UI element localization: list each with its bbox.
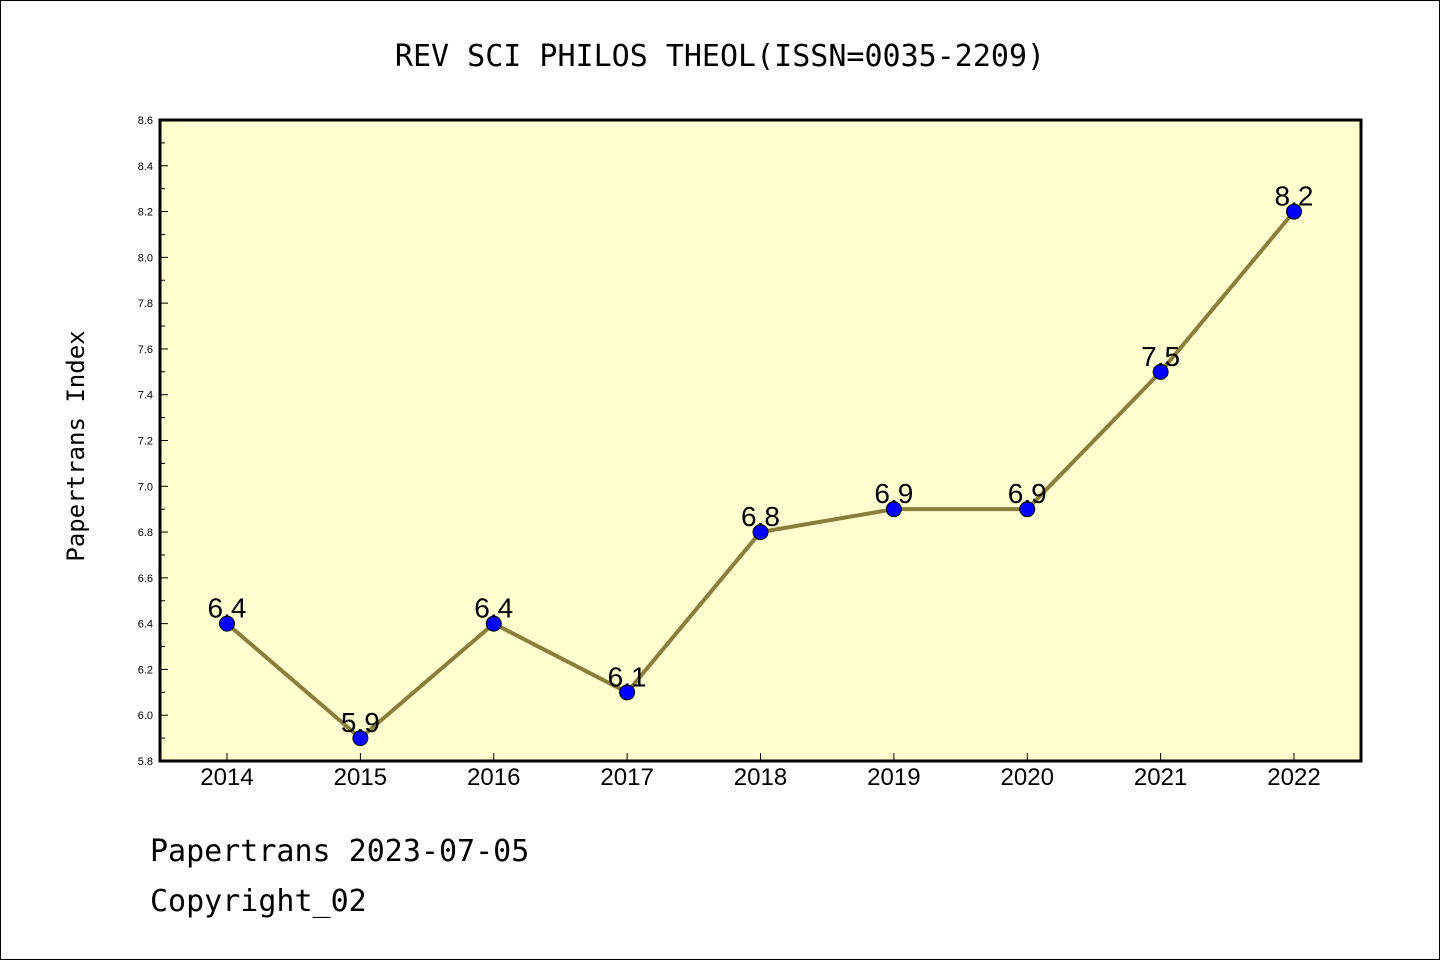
data-point: [1019, 501, 1036, 518]
x-tick-label: 2015: [334, 764, 387, 791]
y-tick-label: 5.8: [138, 756, 153, 768]
data-label: 6.4: [474, 593, 513, 624]
data-label: 6.9: [1008, 478, 1047, 509]
y-tick-label: 8.6: [138, 115, 153, 127]
data-label: 6.9: [874, 478, 913, 509]
x-tick-label: 2016: [467, 764, 520, 791]
x-tick-label: 2019: [867, 764, 920, 791]
y-tick-label: 7.2: [138, 436, 153, 448]
x-tick-label: 2017: [600, 764, 653, 791]
data-point: [752, 524, 769, 541]
data-point: [485, 615, 502, 632]
chart-title: REV SCI PHILOS THEOL(ISSN=0035-2209): [395, 39, 1045, 74]
data-label: 6.4: [208, 593, 247, 624]
y-tick-label: 8.0: [138, 252, 153, 264]
data-label: 6.8: [741, 501, 780, 532]
y-tick-label: 6.6: [138, 573, 153, 585]
y-tick-label: 6.8: [138, 527, 153, 539]
data-point: [1286, 203, 1302, 220]
plot-border: [158, 118, 1363, 763]
y-tick-label: 7.0: [138, 481, 153, 493]
footer-copyright: Copyright_02: [150, 884, 367, 919]
y-tick-label: 6.0: [138, 710, 153, 722]
data-label: 8.2: [1275, 181, 1314, 212]
series-group: [219, 203, 1302, 747]
y-tick-label: 8.4: [138, 161, 153, 173]
x-tick-label: 2020: [1001, 764, 1054, 791]
data-point: [619, 684, 636, 701]
data-point: [352, 730, 369, 747]
data-labels: 6.4 5.9 6.4 6.1 6.8 6.9 6.9 7.5 8.2: [208, 181, 1314, 739]
data-label: 6.1: [608, 661, 647, 692]
data-point: [1152, 363, 1169, 380]
y-tick-label: 7.6: [138, 344, 153, 356]
footer-date: Papertrans 2023-07-05: [150, 834, 530, 869]
y-tick-label: 7.8: [138, 298, 153, 310]
plot-area: [160, 120, 1361, 761]
x-tick-label: 2018: [734, 764, 787, 791]
data-point: [219, 615, 235, 632]
x-tick-label: 2022: [1267, 764, 1320, 791]
y-tick-label: 8.2: [138, 207, 153, 219]
data-label: 5.9: [341, 707, 380, 738]
y-tick-label: 6.4: [138, 619, 153, 631]
y-tick-label: 7.4: [138, 390, 153, 402]
x-axis: 2014 2015 2016 2017 2018 2019 2020 2021 2022: [200, 753, 1321, 791]
data-label: 7.5: [1141, 341, 1180, 372]
y-axis-label: Papertrans Index: [62, 330, 90, 561]
y-tick-label: 6.2: [138, 664, 153, 676]
x-tick-label: 2021: [1134, 764, 1187, 791]
x-tick-label: 2014: [200, 764, 253, 791]
data-point: [885, 501, 902, 518]
